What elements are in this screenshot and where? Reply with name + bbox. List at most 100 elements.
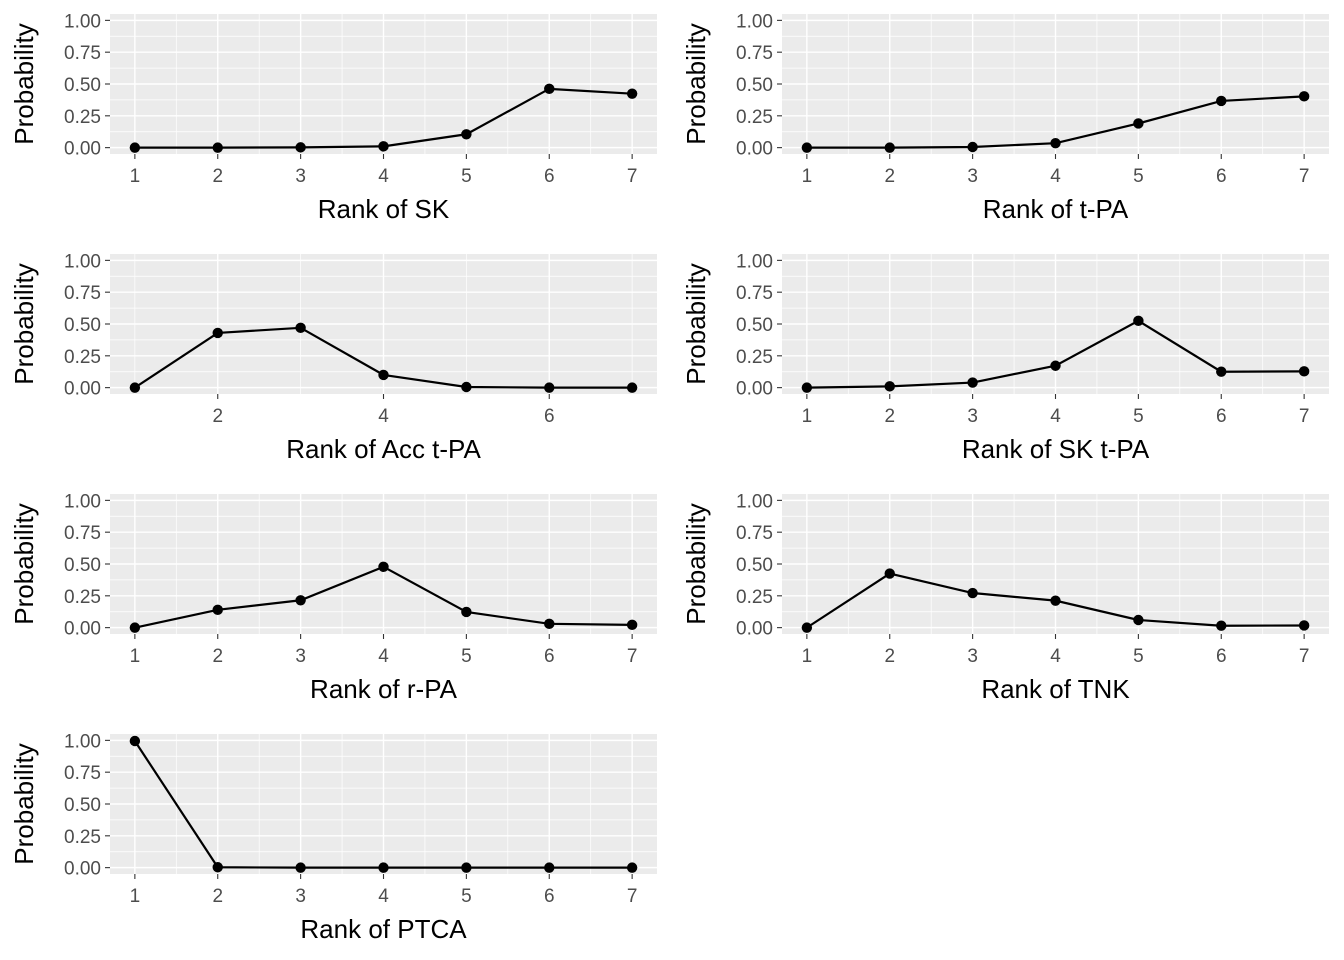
x-tick-label: 5 [461,646,472,667]
data-point [967,141,978,153]
y-tick-label: 0.25 [64,587,101,608]
y-tick-label: 0.25 [64,107,101,128]
x-tick-label: 2 [884,406,895,427]
y-tick-label: 1.00 [736,491,773,512]
data-point [1133,614,1144,626]
data-point [544,618,555,630]
panel-6: 0.00 0.25 0.50 0.75 1.00 1 2 3 4 5 6 7 Rank of TNK Pr… [681,491,1329,704]
y-tick-label: 0.50 [64,315,101,336]
x-tick-label: 5 [1133,406,1144,427]
x-tick-label: 4 [378,886,389,907]
x-tick-label: 4 [1050,166,1061,187]
data-point [295,322,306,334]
x-tick-label: 1 [802,646,813,667]
data-point [129,735,141,747]
y-tick-label: 0.50 [736,555,773,576]
x-axis-title: Rank of t-PA [983,194,1129,224]
y-tick-label: 0.50 [64,795,101,816]
x-tick-label: 2 [212,166,223,187]
x-tick-label: 5 [1133,646,1144,667]
panel-5: 0.00 0.25 0.50 0.75 1.00 1 2 3 4 5 6 7 Rank of r-PA P… [9,491,657,704]
y-tick-label: 0.25 [64,827,101,848]
data-point [884,381,895,392]
x-tick-label: 3 [295,646,306,667]
data-point [801,382,813,393]
y-tick-label: 1.00 [64,251,101,272]
x-tick-label: 1 [130,886,141,907]
x-tick-label: 6 [544,646,555,667]
data-point [212,604,223,616]
y-tick-label: 0.75 [64,283,101,304]
y-tick-label: 0.75 [64,523,101,544]
x-tick-label: 3 [295,166,306,187]
data-point [626,88,638,99]
x-tick-label: 5 [461,886,472,907]
data-point [801,622,813,633]
x-tick-label: 1 [802,166,813,187]
x-axis-title: Rank of PTCA [300,914,467,944]
x-axis-title: Rank of SK [318,194,450,224]
y-tick-label: 0.00 [64,859,101,880]
data-point [295,142,306,153]
x-tick-label: 6 [1216,406,1227,427]
y-tick-label: 0.75 [64,763,101,784]
data-point [801,142,813,153]
data-point [378,141,389,152]
x-tick-label: 6 [1216,166,1227,187]
data-point [884,568,895,579]
x-tick-label: 1 [130,166,141,187]
x-tick-label: 3 [967,166,978,187]
x-tick-label: 1 [130,646,141,667]
x-tick-label: 7 [1299,406,1310,427]
x-axis-title: Rank of SK t-PA [962,434,1150,464]
panel-2: 0.00 0.25 0.50 0.75 1.00 1 2 3 4 5 6 7 Rank of t-PA P… [681,11,1329,224]
data-point [626,619,638,631]
x-tick-label: 7 [627,646,638,667]
x-tick-label: 3 [967,646,978,667]
y-tick-label: 0.25 [64,347,101,368]
y-tick-label: 0.00 [64,619,101,640]
y-axis-title: Probability [9,743,39,864]
data-point [1216,95,1227,107]
y-tick-label: 0.25 [736,347,773,368]
data-point [1050,137,1061,149]
data-point [1216,366,1227,377]
data-point [461,606,472,618]
x-tick-label: 6 [544,886,555,907]
y-tick-label: 0.25 [736,107,773,128]
y-tick-label: 0.50 [64,555,101,576]
data-point [295,595,306,606]
x-tick-label: 2 [212,886,223,907]
y-tick-label: 0.00 [64,379,101,400]
data-point [212,327,223,339]
y-tick-label: 0.25 [736,587,773,608]
panel-3: 0.00 0.25 0.50 0.75 1.00 2 4 6 Rank of Acc t-PA P… [9,251,657,464]
x-tick-label: 6 [1216,646,1227,667]
y-tick-label: 0.50 [736,75,773,96]
data-point [129,622,141,633]
x-tick-label: 5 [461,166,472,187]
data-point [1133,315,1144,327]
data-point [626,382,638,393]
data-point [378,862,389,873]
y-tick-label: 1.00 [736,251,773,272]
y-tick-label: 0.75 [64,43,101,64]
data-point [544,83,555,95]
y-axis-title: Probability [681,503,711,624]
y-axis-title: Probability [681,263,711,384]
data-point [1298,91,1310,102]
data-point [967,377,978,388]
y-axis-title: Probability [9,263,39,384]
x-axis-title: Rank of r-PA [310,674,458,704]
x-tick-label: 7 [1299,166,1310,187]
x-tick-label: 4 [378,166,389,187]
data-point [1050,595,1061,606]
data-point [1298,620,1310,631]
y-tick-label: 0.00 [736,619,773,640]
y-tick-label: 1.00 [736,11,773,32]
x-tick-label: 3 [967,406,978,427]
x-axis-title: Rank of TNK [981,674,1130,704]
data-point [461,862,472,873]
data-point [544,382,555,393]
y-tick-label: 1.00 [64,491,101,512]
